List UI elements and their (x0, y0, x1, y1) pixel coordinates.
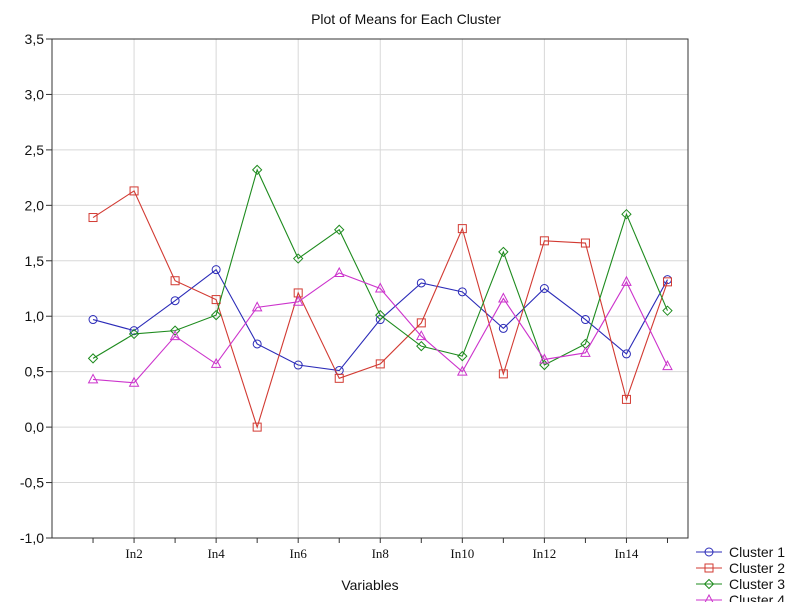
data-point-triangle (292, 295, 304, 306)
y-axis-ticks: -1,0 -0,5 0,0 0,5 1,0 1,5 2,0 2,5 3,0 3,5 (20, 31, 52, 546)
data-point-square (170, 276, 180, 286)
series-cluster-4 (87, 266, 673, 387)
data-point-triangle (169, 330, 181, 341)
data-point-triangle (662, 360, 673, 371)
data-point-diamond (210, 309, 222, 321)
data-point-circle (621, 349, 631, 359)
y-tick-label: 1,0 (25, 308, 45, 324)
legend-marker (703, 578, 715, 590)
data-point-square (621, 394, 631, 404)
data-point-circle (252, 339, 262, 349)
data-point-square (88, 213, 98, 223)
series-line (92, 190, 669, 429)
x-axis-ticks: In2 In4 In6 In8 In10 In12 In14 (92, 538, 668, 561)
legend-item: Cluster 2 (696, 560, 785, 576)
data-point-circle (539, 284, 549, 293)
x-tick-label: In12 (532, 546, 556, 561)
legend-label: Cluster 3 (729, 576, 785, 592)
data-point-triangle (456, 365, 468, 376)
data-point-circle (457, 287, 467, 297)
y-tick-label: 0,5 (25, 364, 45, 380)
data-point-diamond (87, 353, 99, 364)
data-point-triangle (333, 266, 345, 277)
series-cluster-3 (87, 164, 673, 371)
x-tick-label: In8 (372, 546, 389, 561)
y-tick-label: -1,0 (20, 530, 44, 546)
legend-item: Cluster 3 (696, 576, 785, 592)
x-tick-label: In6 (290, 546, 308, 561)
data-point-circle (498, 323, 508, 333)
series-cluster-2 (88, 186, 672, 432)
data-point-triangle (210, 357, 222, 368)
chart-title: Plot of Means for Each Cluster (311, 11, 501, 27)
data-point-diamond (498, 246, 509, 258)
x-tick-label: In4 (207, 546, 225, 561)
data-point-diamond (292, 253, 304, 264)
y-tick-label: 2,5 (25, 142, 45, 158)
legend-item: Cluster 1 (696, 544, 785, 560)
data-point-diamond (128, 328, 140, 340)
y-tick-label: -0,5 (20, 475, 44, 491)
data-point-diamond (169, 325, 181, 336)
series-lines (87, 164, 673, 432)
legend-item: Cluster 4 (696, 592, 785, 602)
data-point-diamond (251, 164, 263, 176)
grid (52, 38, 688, 539)
y-tick-label: 2,0 (25, 197, 45, 213)
data-point-circle (170, 296, 180, 306)
data-point-diamond (334, 224, 345, 235)
data-point-triangle (87, 373, 99, 384)
x-axis-label: Variables (341, 577, 398, 593)
legend-label: Cluster 2 (729, 560, 785, 576)
y-tick-label: 3,0 (25, 86, 45, 102)
data-point-square (129, 186, 139, 196)
data-point-triangle (128, 376, 140, 387)
legend-marker (704, 547, 714, 557)
data-point-circle (211, 265, 221, 275)
data-point-diamond (416, 340, 427, 352)
data-point-circle (129, 326, 139, 336)
y-tick-label: 3,5 (25, 31, 45, 47)
data-point-diamond (457, 350, 468, 362)
data-point-triangle (415, 330, 427, 341)
legend-label: Cluster 4 (729, 592, 785, 602)
series-line (92, 272, 668, 384)
x-tick-label: In2 (125, 546, 142, 561)
y-tick-label: 0,0 (25, 419, 45, 435)
data-point-square (539, 236, 549, 246)
plot-area-frame (51, 38, 689, 539)
data-point-triangle (539, 353, 550, 364)
data-point-square (416, 318, 426, 328)
data-point-square (662, 277, 672, 287)
data-point-square (375, 359, 385, 369)
data-point-square (580, 238, 590, 248)
data-point-diamond (662, 305, 673, 316)
legend-label: Cluster 1 (729, 544, 785, 560)
data-point-circle (580, 315, 590, 325)
data-point-diamond (539, 359, 550, 371)
data-point-triangle (621, 275, 632, 286)
data-point-triangle (580, 346, 591, 357)
data-point-diamond (621, 208, 632, 220)
data-point-triangle (498, 292, 509, 303)
data-point-square (457, 224, 467, 234)
data-point-circle (416, 278, 426, 288)
legend-marker (704, 563, 714, 573)
series-line (92, 168, 668, 366)
x-tick-label: In10 (450, 546, 474, 561)
data-point-triangle (374, 282, 386, 293)
y-tick-label: 1,5 (25, 253, 45, 269)
legend-marker (704, 593, 714, 602)
data-point-circle (293, 360, 303, 370)
data-point-square (252, 422, 262, 432)
data-point-diamond (375, 309, 386, 321)
data-point-square (498, 369, 508, 379)
data-point-triangle (251, 301, 263, 312)
data-point-circle (88, 315, 98, 325)
x-tick-label: In14 (615, 546, 639, 561)
data-point-square (334, 373, 344, 383)
